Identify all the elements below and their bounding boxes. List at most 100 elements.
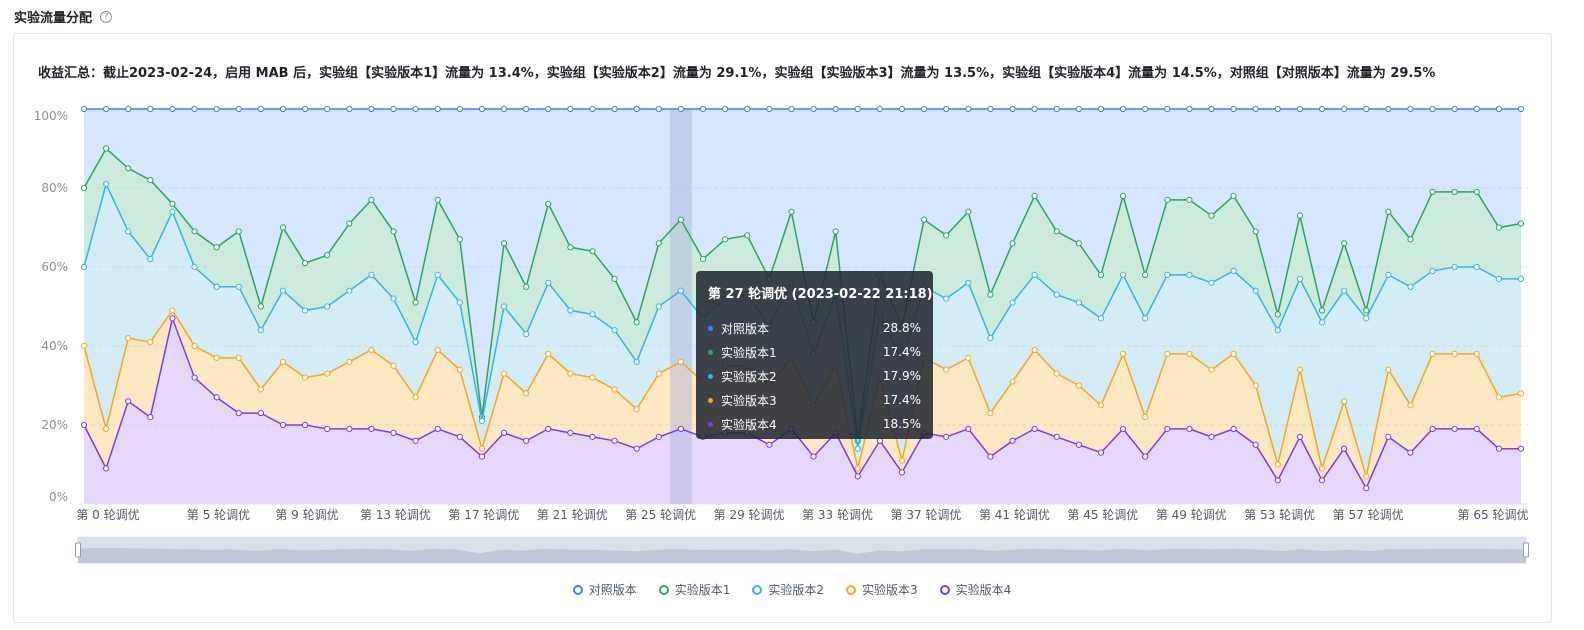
data-point: [1252, 287, 1259, 294]
data-point: [1119, 105, 1127, 113]
data-point: [965, 279, 972, 286]
legend-item[interactable]: 实验版本3: [846, 581, 918, 598]
data-point: [279, 358, 287, 365]
tooltip-row: 实验版本3 17.4%: [708, 388, 921, 412]
x-tick-label: 第 21 轮调优: [537, 508, 608, 522]
y-tick-label: 100%: [34, 109, 68, 123]
legend-marker: [752, 584, 763, 595]
data-point: [965, 105, 972, 113]
data-point: [1318, 465, 1326, 472]
data-point: [213, 394, 220, 401]
data-point: [1075, 240, 1082, 247]
data-point: [412, 299, 419, 306]
legend-label: 实验版本4: [955, 583, 1012, 597]
data-point: [1009, 299, 1016, 306]
data-point: [523, 331, 530, 338]
data-point: [434, 196, 441, 203]
data-point: [103, 105, 110, 113]
data-point: [434, 271, 441, 278]
data-point: [1009, 105, 1016, 113]
data-point: [103, 180, 110, 188]
data-point: [80, 263, 88, 271]
data-point: [655, 240, 662, 247]
data-point: [1208, 366, 1215, 373]
data-point: [500, 240, 508, 247]
data-point: [257, 410, 264, 417]
data-point: [898, 469, 906, 476]
data-point: [191, 263, 198, 271]
tooltip-series-value: 28.8%: [882, 321, 921, 335]
data-point: [965, 354, 972, 361]
data-point: [235, 410, 242, 417]
data-point: [722, 236, 729, 243]
data-point: [1142, 105, 1149, 113]
legend-item[interactable]: 实验版本2: [752, 581, 824, 598]
data-point: [633, 406, 640, 413]
data-point: [788, 208, 795, 215]
data-point: [788, 105, 795, 113]
data-point: [633, 358, 640, 365]
data-point: [213, 283, 220, 290]
data-point: [1517, 390, 1525, 397]
data-point: [655, 303, 662, 310]
data-point: [1031, 105, 1038, 113]
legend-marker: [572, 584, 583, 595]
x-tick-label: 第 41 轮调优: [979, 508, 1050, 522]
legend-item[interactable]: 实验版本4: [939, 581, 1012, 598]
tooltip-series-value: 18.5%: [882, 417, 921, 431]
legend-item[interactable]: 对照版本: [572, 581, 637, 598]
data-point: [1031, 192, 1038, 199]
legend-item[interactable]: 实验版本1: [658, 581, 731, 598]
data-point: [1164, 350, 1171, 357]
data-point: [523, 437, 530, 444]
section-title-text: 实验流量分配: [14, 11, 93, 26]
data-point: [1407, 449, 1414, 456]
data-point: [1142, 414, 1149, 421]
zoom-handle-right[interactable]: [1523, 542, 1529, 558]
data-point: [235, 354, 242, 361]
data-point: [1451, 425, 1458, 433]
data-point: [854, 105, 861, 113]
data-point: [589, 105, 596, 113]
chart-legend: 对照版本 实验版本1 实验版本2 实验版本3 实验版本4: [0, 581, 1584, 598]
data-point: [103, 465, 110, 472]
data-point: [1517, 105, 1525, 113]
zoom-slider-selection: [78, 537, 1526, 563]
data-point: [301, 259, 309, 267]
data-point: [1186, 196, 1193, 203]
data-point: [80, 184, 88, 192]
data-point: [965, 208, 972, 215]
data-point: [324, 370, 331, 377]
tooltip-series-value: 17.9%: [882, 369, 921, 383]
data-point: [346, 425, 353, 433]
data-point: [1274, 461, 1281, 468]
data-point: [324, 252, 331, 259]
tooltip-series-value: 17.4%: [882, 345, 921, 359]
data-point: [1429, 105, 1436, 113]
data-point: [523, 105, 530, 113]
question-circle-icon[interactable]: ?: [100, 10, 113, 23]
data-point: [1517, 445, 1525, 452]
data-point: [1296, 366, 1304, 373]
zoom-handle-left[interactable]: [75, 542, 81, 558]
data-point: [434, 105, 441, 113]
data-point: [1385, 271, 1392, 278]
data-point: [1274, 327, 1281, 334]
data-point: [456, 236, 463, 243]
legend-label: 对照版本: [588, 583, 637, 597]
data-point: [677, 216, 685, 223]
data-point: [744, 232, 751, 239]
data-point: [589, 311, 596, 318]
data-point: [390, 362, 397, 369]
data-point: [257, 303, 264, 310]
data-point: [213, 244, 220, 251]
data-point: [1274, 105, 1281, 113]
legend-label: 实验版本1: [674, 583, 731, 597]
data-point: [1031, 271, 1038, 278]
data-point: [1186, 105, 1193, 113]
data-point: [898, 105, 906, 113]
data-point: [279, 287, 287, 294]
data-point: [1473, 263, 1480, 271]
x-tick-label: 第 17 轮调优: [448, 508, 519, 522]
data-point: [611, 437, 618, 444]
